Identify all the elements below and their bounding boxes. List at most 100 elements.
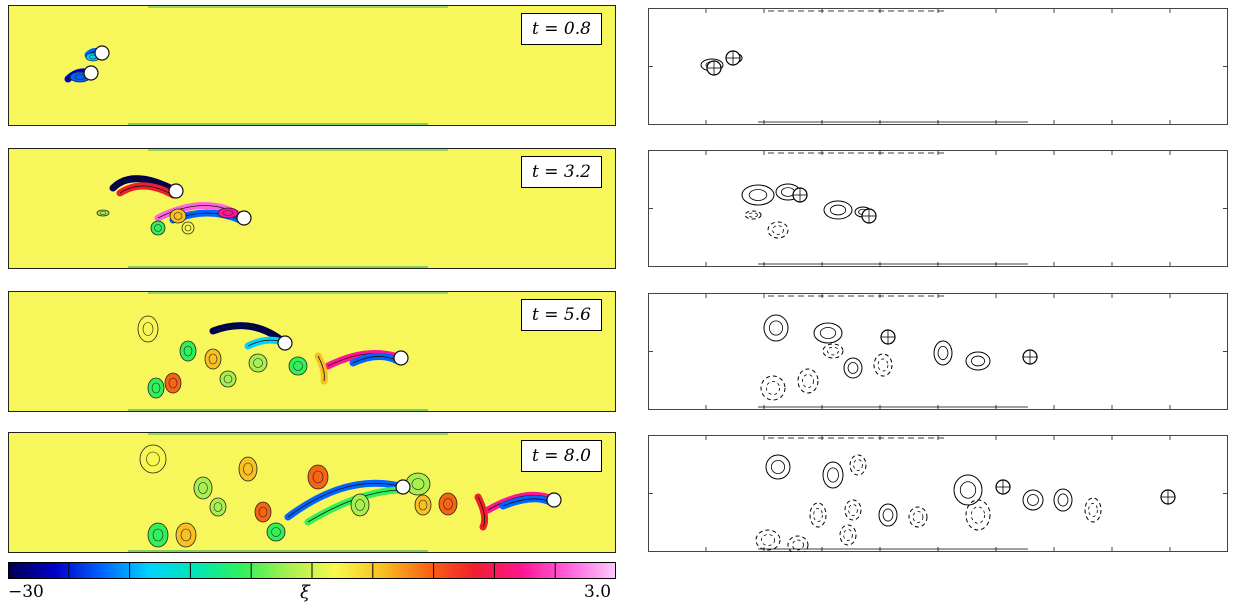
vortex-patch — [147, 522, 169, 548]
contour-loop-inner — [748, 189, 768, 201]
contour-loop-inner — [843, 529, 853, 541]
contour-loop-inner — [1027, 494, 1039, 506]
colorbar-max-label: 3.0 — [584, 582, 612, 602]
contour-loop-inner — [827, 467, 839, 483]
field-background — [8, 432, 616, 553]
vorticity-panel-4 — [8, 432, 616, 553]
cylinder — [546, 492, 562, 508]
vortex-patch — [139, 444, 167, 474]
vortex-patch — [266, 522, 286, 542]
contour-loop — [933, 340, 953, 366]
contour-loop — [755, 529, 781, 551]
contour-loop — [797, 368, 819, 394]
contour-loop — [787, 535, 809, 552]
contour-panel-4 — [648, 435, 1228, 552]
contour-loop-inner — [882, 508, 894, 522]
vortex-inner-contour — [222, 210, 234, 216]
contour-loop-inner — [829, 204, 847, 216]
cylinder — [395, 479, 411, 495]
contour-loop-inner — [847, 362, 859, 374]
vortex-inner-contour — [213, 502, 223, 512]
contour-loop — [843, 357, 863, 379]
vortex-inner-contour — [146, 451, 160, 467]
vortex-patch — [219, 370, 237, 388]
contour-loop — [823, 200, 853, 220]
contour-loop-inner — [748, 212, 758, 218]
vortex-inner-contour — [418, 499, 428, 511]
vortex-patch — [193, 476, 213, 500]
vortex-patch — [179, 340, 197, 362]
cylinder — [277, 335, 293, 351]
wake-contour — [112, 178, 177, 192]
vortex-inner-contour — [243, 462, 253, 476]
contour-loop-inner — [1057, 493, 1069, 507]
vortex-inner-contour — [151, 382, 161, 394]
vortex-inner-contour — [411, 478, 425, 490]
vorticity-panel-3 — [8, 291, 616, 412]
vortex-patch — [164, 372, 182, 394]
contour-loop — [744, 210, 762, 220]
contour-frame — [648, 150, 1228, 267]
vortex-inner-contour — [312, 470, 324, 484]
contour-loop — [908, 506, 928, 528]
vortex-inner-contour — [271, 527, 281, 537]
cylinder — [236, 210, 252, 226]
contour-loop-inner — [970, 355, 985, 367]
vortex-patch — [414, 494, 432, 516]
contour-loop — [953, 474, 983, 506]
vortex-patch — [137, 315, 159, 343]
contour-loop — [844, 499, 862, 521]
contour-loop-inner — [877, 358, 889, 372]
contour-loop — [741, 184, 775, 206]
contour-loop — [767, 221, 789, 239]
contour-loop-inner — [937, 346, 949, 361]
vortex-patch — [181, 221, 195, 235]
contour-loop-inner — [848, 504, 858, 516]
vortex-inner-contour — [253, 358, 263, 368]
cylinder — [168, 183, 184, 199]
vortex-patch — [96, 209, 110, 217]
cylinder — [393, 350, 409, 366]
contour-loop — [822, 343, 844, 359]
contour-loop-inner — [771, 459, 786, 474]
contour-loop-inner — [772, 225, 784, 235]
contour-panel-1 — [648, 8, 1228, 125]
vortex-inner-contour — [180, 528, 192, 542]
contour-line-column — [622, 0, 1238, 609]
contour-loop — [1053, 488, 1073, 512]
contour-loop-inner — [827, 346, 839, 356]
vortex-patch — [204, 348, 222, 370]
wake-contour — [287, 482, 404, 518]
vortex-inner-contour — [142, 322, 154, 336]
contour-loop-inner — [959, 481, 977, 499]
colorbar-min-label: −30 — [8, 582, 44, 602]
vortex-inner-contour — [173, 212, 183, 220]
vortex-patch — [217, 207, 239, 219]
field-background — [8, 5, 616, 126]
contour-panel-3 — [648, 293, 1228, 410]
vortex-inner-contour — [355, 499, 365, 511]
contour-loop — [763, 314, 789, 342]
time-label-4: t = 8.0 — [521, 440, 602, 472]
vortex-inner-contour — [443, 498, 453, 510]
contour-loop — [1084, 497, 1102, 523]
vortex-patch — [307, 464, 329, 490]
contour-loop-inner — [792, 539, 804, 551]
vortex-patch — [150, 220, 166, 236]
vortex-patch — [438, 492, 458, 516]
time-label-3: t = 5.6 — [521, 299, 602, 331]
vorticity-field-column: t = 0.8 t = 3.2 t = 5.6 t = 8.0 −30 ξ 3.… — [8, 5, 616, 603]
contour-loop — [965, 499, 991, 531]
vortex-patch — [147, 377, 165, 399]
vortex-inner-contour — [198, 482, 208, 494]
contour-loop — [849, 454, 867, 476]
vortex-patch — [169, 208, 187, 224]
colorbar-symbol: ξ — [300, 582, 310, 603]
contour-loop-inner — [802, 374, 814, 389]
contour-loop-inner — [769, 320, 784, 336]
vortex-inner-contour — [152, 528, 164, 542]
contour-panel-2 — [648, 150, 1228, 267]
vortex-inner-contour — [154, 224, 162, 232]
vortex-patch — [254, 501, 272, 523]
vortex-inner-contour — [99, 211, 107, 215]
